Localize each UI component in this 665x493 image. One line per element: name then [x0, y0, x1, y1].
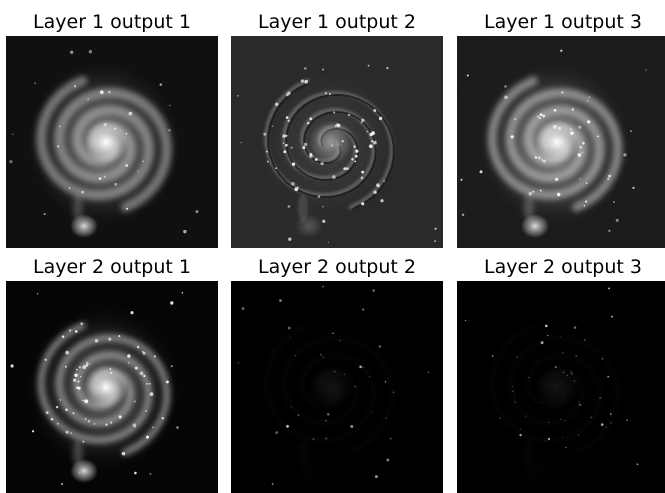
panel-title: Layer 2 output 1 [6, 253, 218, 281]
feature-map-image [457, 281, 665, 493]
feature-map-image [6, 281, 218, 493]
feature-map-image [6, 36, 218, 248]
panel-layer2-output2: Layer 2 output 2 [231, 253, 443, 281]
panel-layer2-output3: Layer 2 output 3 [457, 253, 665, 281]
feature-map-image [457, 36, 665, 248]
panel-title: Layer 2 output 2 [231, 253, 443, 281]
panel-layer2-output1: Layer 2 output 1 [6, 253, 218, 281]
feature-map-image [231, 281, 443, 493]
panel-layer1-output1: Layer 1 output 1 [6, 8, 218, 36]
panel-title: Layer 1 output 3 [457, 8, 665, 36]
panel-title: Layer 2 output 3 [457, 253, 665, 281]
panel-layer1-output2: Layer 1 output 2 [231, 8, 443, 36]
panel-title: Layer 1 output 2 [231, 8, 443, 36]
feature-map-image [231, 36, 443, 248]
panel-title: Layer 1 output 1 [6, 8, 218, 36]
panel-layer1-output3: Layer 1 output 3 [457, 8, 665, 36]
